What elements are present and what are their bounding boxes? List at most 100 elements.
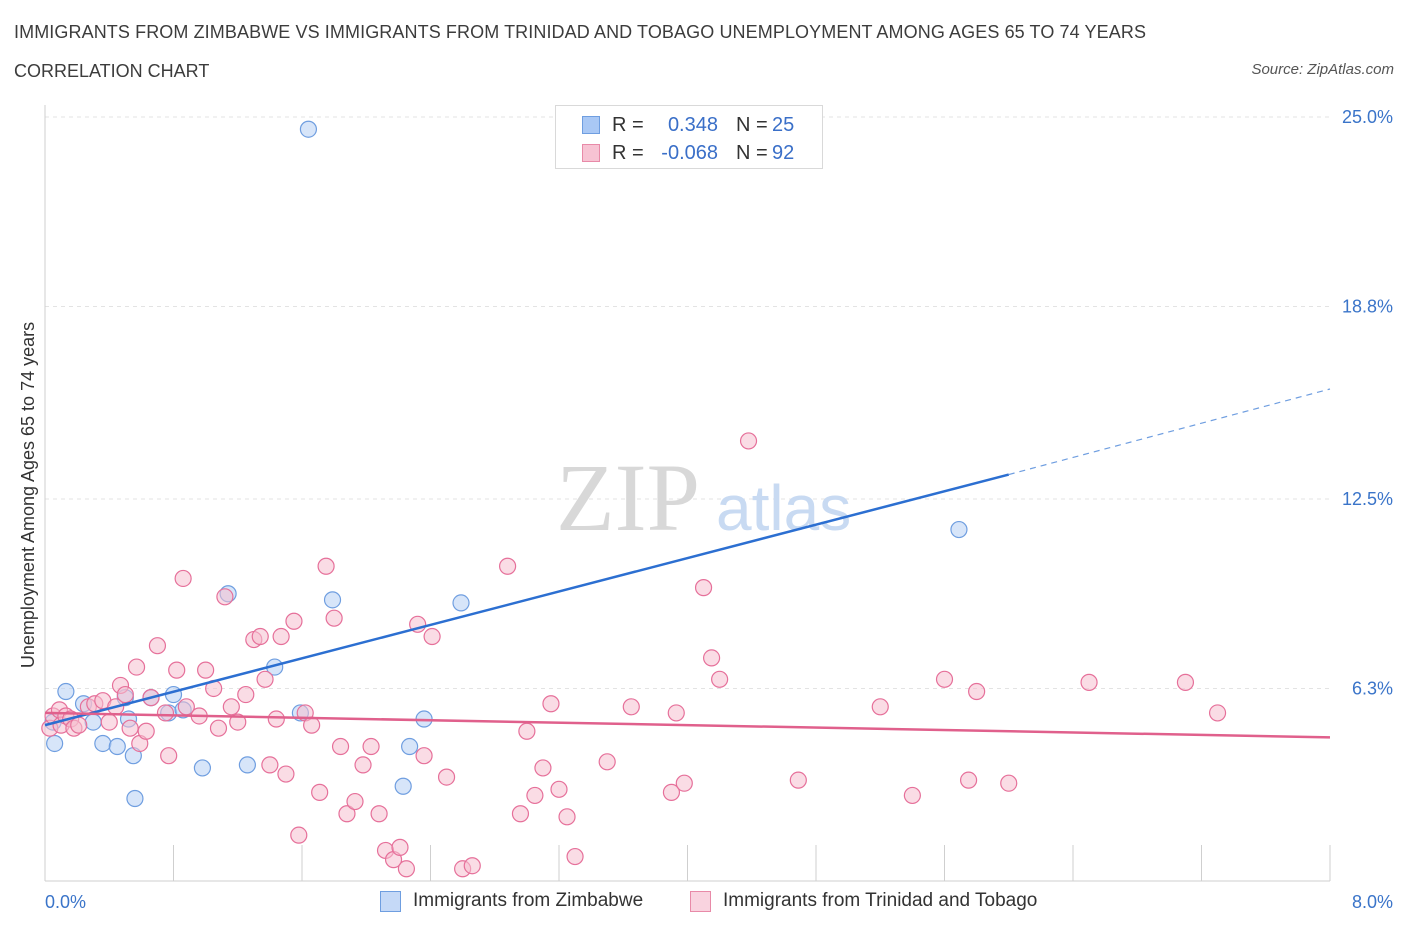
trinidad-point [415, 747, 433, 765]
trinidad-point [127, 658, 146, 676]
trinidad-point [511, 805, 530, 823]
trinidad-point [437, 768, 456, 786]
trinidad-point [662, 783, 681, 801]
stats-r-label: R = [612, 142, 644, 164]
trinidad-point [100, 713, 118, 731]
trinidad-point [362, 737, 380, 756]
trinidad-point [391, 838, 409, 856]
trinidad-point [739, 432, 758, 450]
trinidad-point [566, 847, 584, 866]
trinidad-point [209, 719, 228, 737]
trinidad-point [216, 588, 234, 606]
zimbabwe-point [164, 685, 183, 704]
zimbabwe-point [950, 520, 968, 539]
y-tick-label: 25.0% [1342, 107, 1393, 127]
trinidad-point [331, 737, 350, 756]
trinidad-point [251, 627, 269, 646]
trinidad-point [70, 716, 88, 734]
zimbabwe-point [299, 120, 318, 138]
trinidad-point [174, 569, 192, 588]
legend-swatch-trinidad [690, 891, 711, 912]
trend-lines [44, 388, 1331, 739]
trinidad-point [903, 786, 921, 805]
trinidad-point [935, 670, 954, 688]
trinidad-point [789, 771, 807, 789]
trinidad-point [711, 670, 729, 688]
grid-lines [45, 116, 1330, 689]
stats-r-value: -0.068 [661, 142, 718, 164]
trinidad-point [558, 808, 576, 826]
zimbabwe-point [323, 591, 342, 609]
trinidad-point [137, 722, 155, 740]
zimbabwe-point [57, 682, 75, 701]
watermark-zip: ZIP [556, 444, 700, 551]
stats-n-value: 25 [772, 114, 795, 136]
trinidad-point [959, 771, 978, 789]
trinidad-point [148, 637, 167, 655]
zimbabwe-point [46, 734, 64, 753]
trinidad-point [277, 765, 295, 783]
zimbabwe-point [193, 759, 212, 777]
trinidad-point [1176, 673, 1195, 691]
trinidad-point [285, 612, 303, 630]
trinidad-point [622, 698, 640, 716]
zimbabwe-point [126, 789, 144, 808]
trinidad-point [423, 627, 441, 646]
trinidad-point [256, 670, 274, 688]
chart-title: IMMIGRANTS FROM ZIMBABWE VS IMMIGRANTS F… [14, 22, 1147, 42]
zimbabwe-point [108, 737, 126, 756]
trinidad-point [667, 704, 685, 722]
stats-n-label: N = [736, 114, 768, 136]
legend-label: Immigrants from Zimbabwe [413, 890, 644, 911]
y-tick-label: 12.5% [1342, 489, 1393, 509]
zimbabwe-trend-extension [1008, 388, 1331, 476]
stats-r-value: 0.348 [667, 114, 718, 136]
trinidad-point [338, 805, 356, 823]
zimbabwe-trend-line [44, 473, 1010, 727]
trinidad-point [290, 826, 308, 844]
trinidad-point [694, 579, 713, 597]
zimbabwe-point [394, 777, 412, 795]
chart-subtitle: CORRELATION CHART [14, 61, 210, 81]
trinidad-point [542, 695, 560, 713]
trinidad-point [550, 780, 568, 798]
trinidad-point [197, 661, 215, 679]
y-tick-label: 6.3% [1352, 678, 1393, 698]
trinidad-point [968, 682, 986, 701]
zimbabwe-point [94, 734, 112, 753]
y-tick-label: 18.8% [1342, 296, 1393, 316]
stats-swatch-trinidad [582, 144, 600, 162]
trinidad-point [303, 716, 321, 734]
trinidad-point [160, 747, 178, 765]
data-points [41, 120, 1227, 878]
trinidad-point [121, 719, 139, 737]
legend-label: Immigrants from Trinidad and Tobago [723, 890, 1038, 911]
trinidad-point [237, 685, 255, 704]
trinidad-point [463, 857, 481, 875]
trinidad-point [397, 860, 416, 878]
stats-row-zimbabwe: R = 0.348 N = 25 [556, 111, 822, 139]
trinidad-point [272, 627, 290, 646]
zimbabwe-point [238, 756, 256, 774]
trinidad-point [116, 685, 134, 704]
trinidad-point [311, 783, 329, 801]
trinidad-point [1208, 704, 1227, 722]
trinidad-point [229, 713, 247, 731]
trinidad-point [346, 792, 364, 811]
trinidad-point [534, 759, 552, 777]
trinidad-point [526, 786, 544, 805]
trinidad-point [499, 557, 517, 575]
y-axis-label: Unemployment Among Ages 65 to 74 years [18, 322, 38, 668]
tick-labels: 6.3% 12.5% 18.8% 25.0% 0.0% 8.0% [45, 107, 1393, 912]
trinidad-point [871, 698, 889, 716]
zimbabwe-point [452, 594, 470, 612]
axes [44, 105, 1331, 882]
trinidad-point [702, 649, 721, 667]
source-attribution: Source: ZipAtlas.com [1251, 61, 1394, 78]
stats-n-label: N = [736, 142, 768, 164]
trinidad-point [370, 805, 388, 823]
watermark: ZIP atlas [556, 444, 851, 551]
zimbabwe-point [401, 737, 419, 756]
stats-row-trinidad: R = -0.068 N = 92 [556, 139, 822, 167]
